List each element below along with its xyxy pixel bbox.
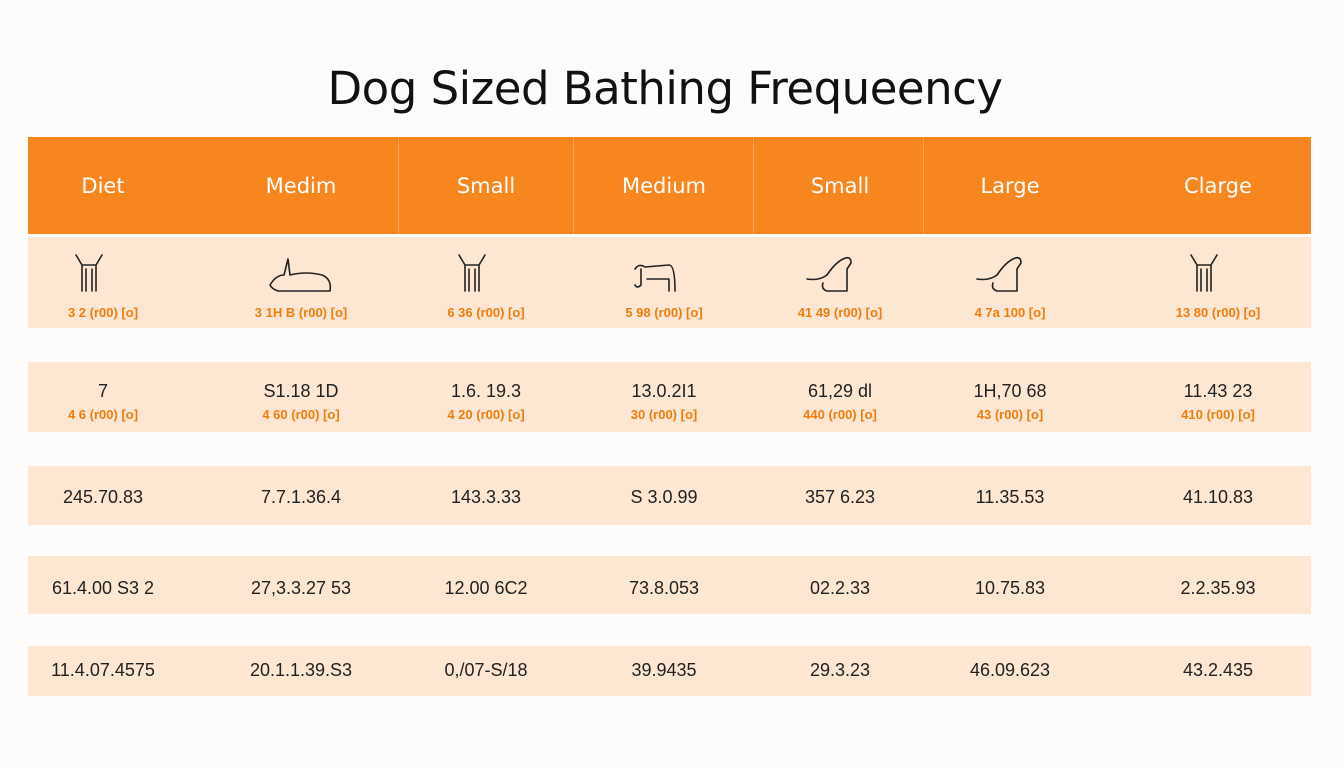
- size-note: 4 60 (r00) [o]: [262, 407, 340, 422]
- table-cell: 357 6.23: [804, 487, 876, 507]
- table-cell: 39.9435: [631, 660, 697, 680]
- dog-sitting-icon: [805, 249, 875, 303]
- table-cell: 20.1.1.39.S3: [249, 660, 353, 680]
- size-note: 13 80 (r00) [o]: [1175, 305, 1261, 320]
- dog-walking-icon: [629, 249, 699, 303]
- size-note: 410 (r00) [o]: [1181, 407, 1255, 422]
- table-cell: 11.43 23: [1183, 381, 1253, 401]
- size-note: 4 7a 100 [o]: [974, 305, 1046, 320]
- size-note: 30 (r00) [o]: [630, 407, 698, 422]
- size-note: 6 36 (r00) [o]: [447, 305, 525, 320]
- column-header: Small: [810, 174, 870, 198]
- table-cell: 41.10.83: [1182, 487, 1254, 507]
- table-cell: 2.2.35.93: [1180, 578, 1256, 598]
- size-note: 41 49 (r00) [o]: [797, 305, 883, 320]
- table-cell: 1H,70 68: [973, 381, 1047, 401]
- table-cell: 245.70.83: [62, 487, 144, 507]
- table-cell: 46.09.623: [969, 660, 1051, 680]
- column-header: Diet: [81, 174, 125, 198]
- dog-standing-icon: [68, 249, 138, 303]
- column-divider: [753, 137, 754, 234]
- table-row-icons: 3 2 (r00) [o] 3 1H B (r00) [o] 6 36 (r00) …: [28, 237, 1311, 328]
- table-row: 61.4.00 S3 2 27,3.3.27 53 12.00 6C2 73.8.05…: [28, 556, 1311, 614]
- table-cell: 7.7.1.36.4: [260, 487, 342, 507]
- size-note: 3 2 (r00) [o]: [67, 305, 139, 320]
- table-cell: 1.6. 19.3: [450, 381, 522, 401]
- size-note: 4 6 (r00) [o]: [67, 407, 139, 422]
- table-cell: 11.4.07.4575: [51, 660, 155, 680]
- column-header: Large: [980, 174, 1040, 198]
- table-cell: 11.35.53: [975, 487, 1045, 507]
- table-cell: S1.18 1D: [263, 381, 339, 401]
- table-cell: 0,/07-S/18: [444, 660, 528, 680]
- table-cell: 13.0.2I1: [631, 381, 697, 401]
- column-divider: [923, 137, 924, 234]
- table-header: Diet Medim Small Medium Small Large Clarge: [28, 137, 1311, 234]
- table-row: 11.4.07.4575 20.1.1.39.S3 0,/07-S/18 39.943…: [28, 646, 1311, 696]
- table-cell: 143.3.33: [450, 487, 522, 507]
- page-title: Dog Sized Bathing Frequeency: [327, 62, 1003, 115]
- column-header: Small: [456, 174, 516, 198]
- table-cell: 12.00 6C2: [444, 578, 528, 598]
- size-note: 440 (r00) [o]: [803, 407, 877, 422]
- size-note: 43 (r00) [o]: [976, 407, 1044, 422]
- table-cell: 73.8.053: [628, 578, 700, 598]
- dog-standing-icon: [1183, 249, 1253, 303]
- table-cell: 7: [97, 381, 109, 401]
- column-divider: [398, 137, 399, 234]
- table-cell: S 3.0.99: [630, 487, 698, 507]
- dog-lying-icon: [266, 249, 336, 303]
- size-note: 5 98 (r00) [o]: [625, 305, 703, 320]
- table-cell: 27,3.3.27 53: [250, 578, 352, 598]
- table-cell: 29.3.23: [809, 660, 871, 680]
- table-cell: 61.4.00 S3 2: [51, 578, 155, 598]
- column-header: Medim: [265, 174, 337, 198]
- dog-standing-icon: [451, 249, 521, 303]
- dog-sitting-icon: [975, 249, 1045, 303]
- size-note: 3 1H B (r00) [o]: [254, 305, 348, 320]
- column-header: Clarge: [1184, 174, 1252, 198]
- column-divider: [573, 137, 574, 234]
- table-row: 245.70.83 7.7.1.36.4 143.3.33 S 3.0.99 357 6…: [28, 466, 1311, 525]
- table-cell: 10.75.83: [974, 578, 1046, 598]
- table-cell: 61,29 dl: [807, 381, 873, 401]
- table-row: 7 4 6 (r00) [o] S1.18 1D 4 60 (r00) [o] 1.6.…: [28, 362, 1311, 432]
- table-cell: 43.2.435: [1182, 660, 1254, 680]
- table-cell: 02.2.33: [809, 578, 871, 598]
- column-header: Medium: [622, 174, 706, 198]
- size-note: 4 20 (r00) [o]: [447, 407, 525, 422]
